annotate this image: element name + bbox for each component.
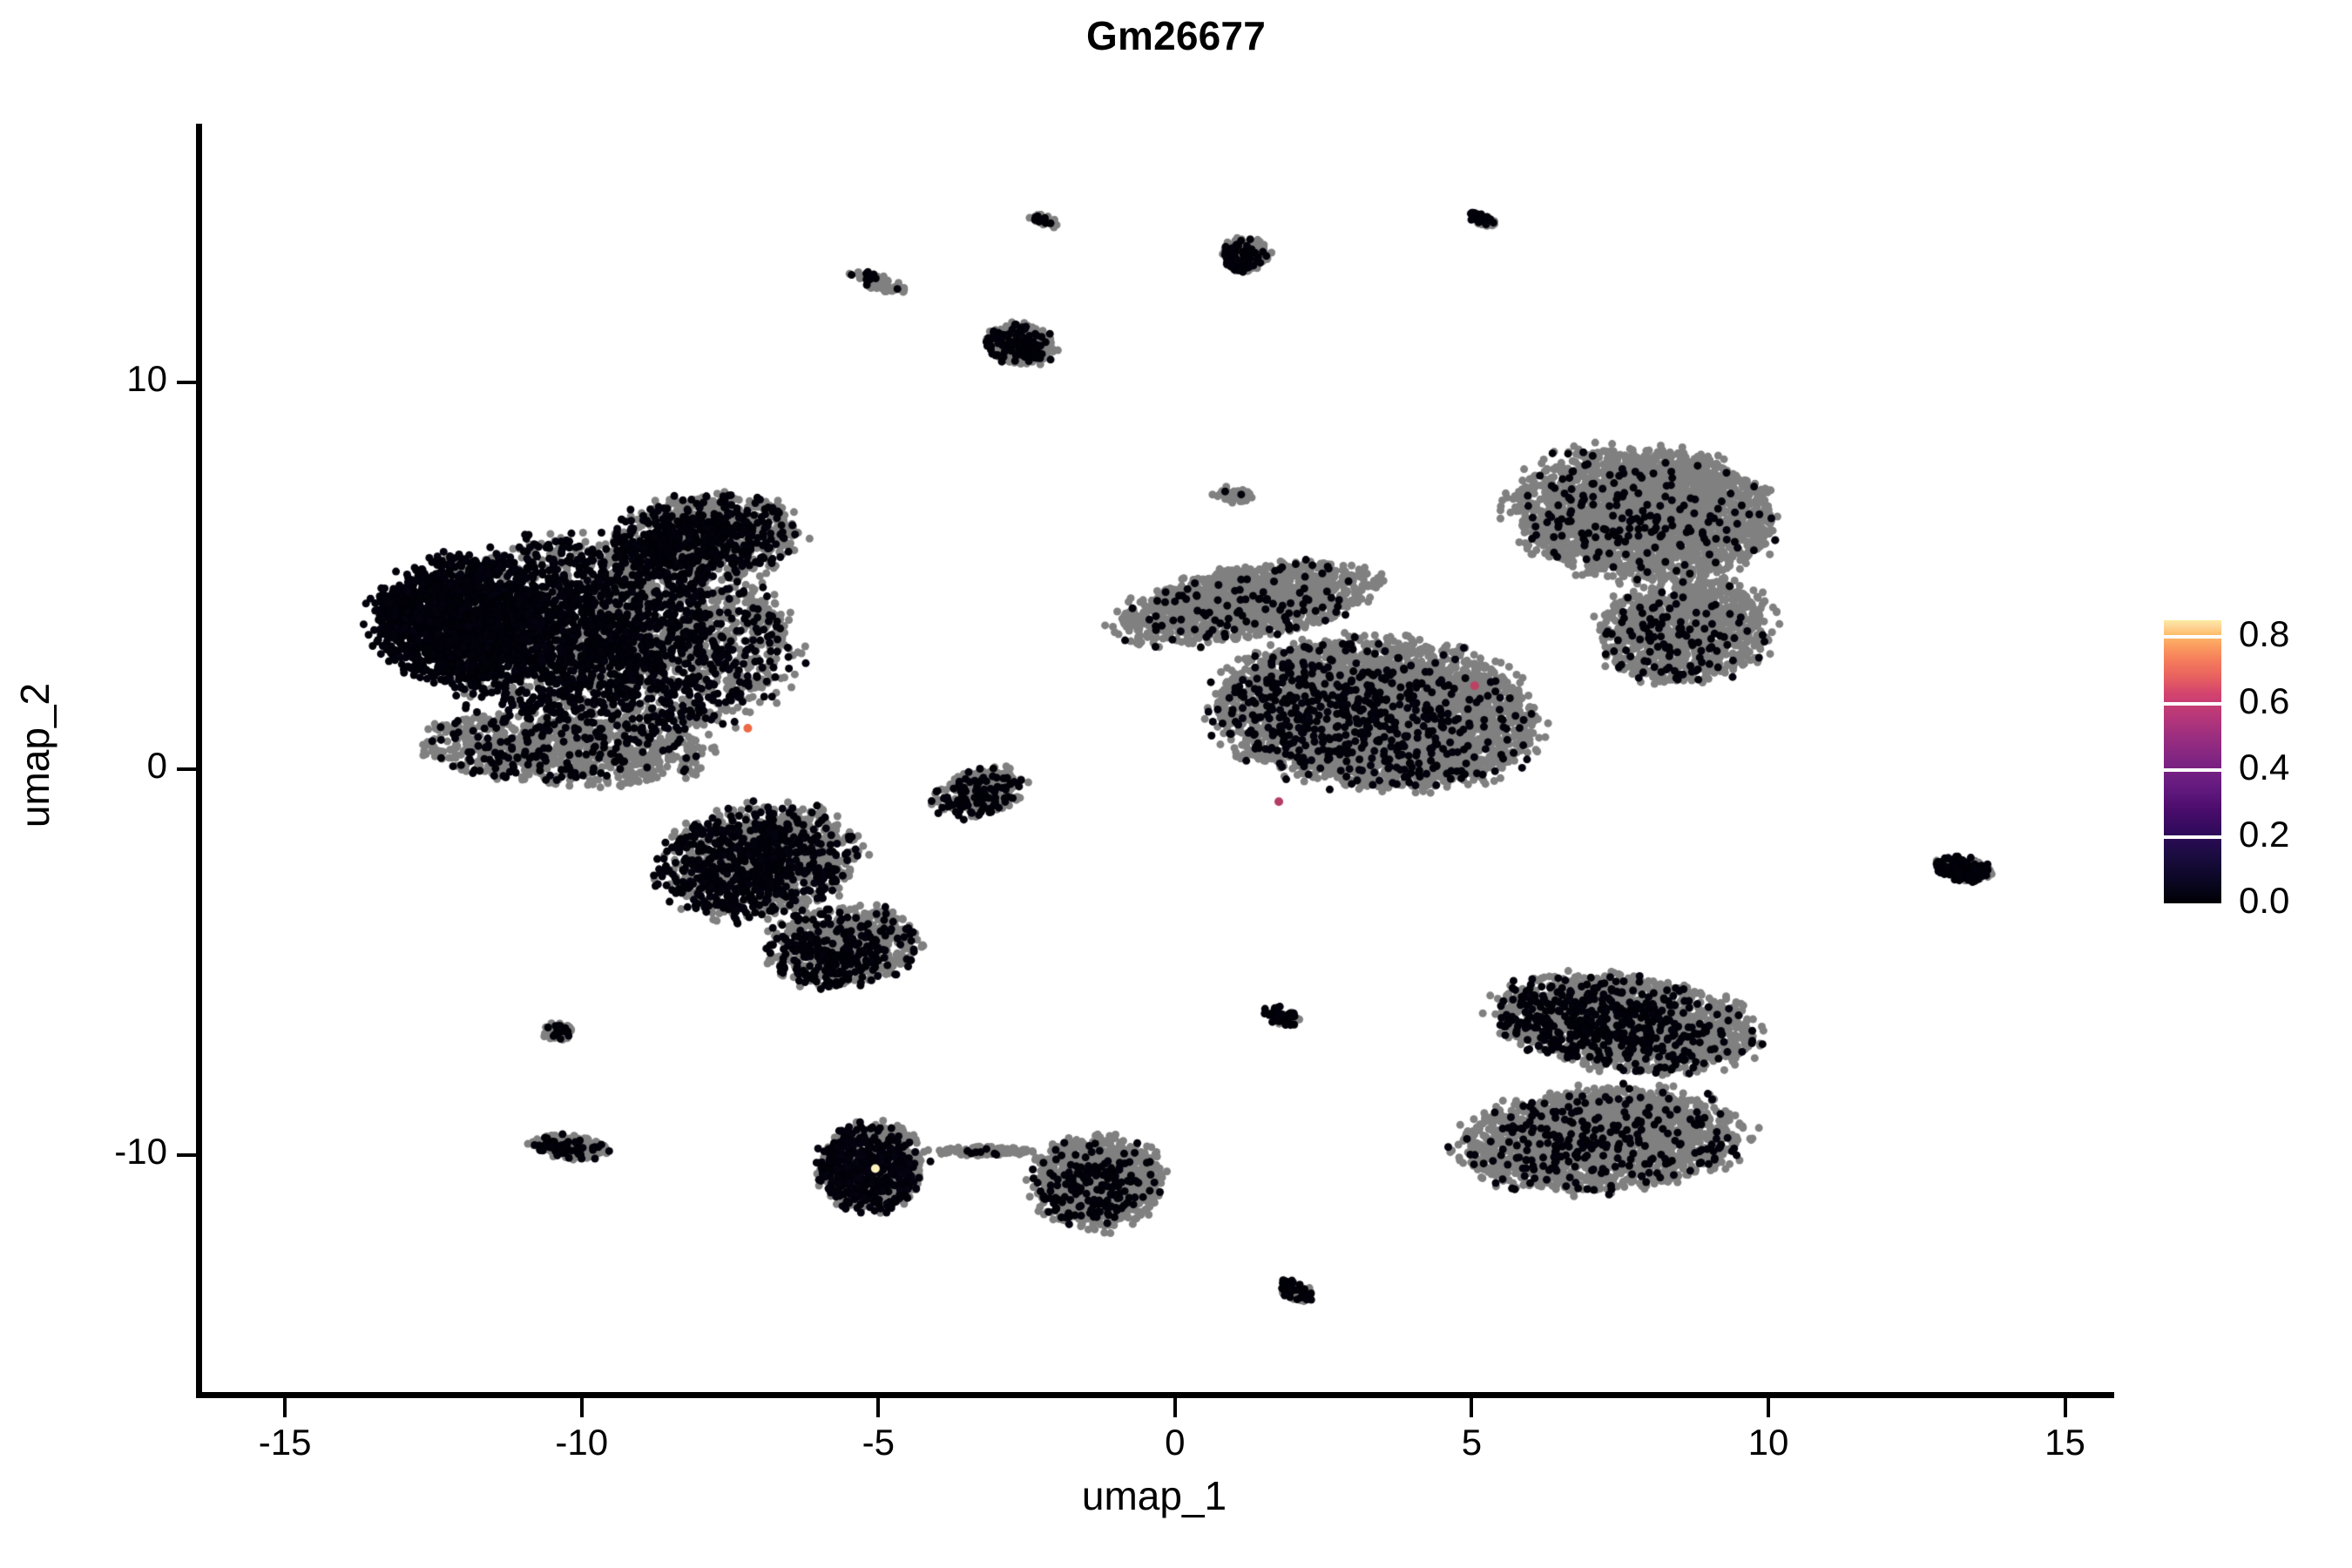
x-tick-label: 5 <box>1461 1422 1483 1463</box>
y-tick-mark <box>177 1153 196 1158</box>
page-title: Gm26677 <box>1086 13 1266 58</box>
colorbar-tick-mark <box>2164 701 2221 706</box>
x-tick-label: -5 <box>862 1422 895 1463</box>
y-axis-title: umap_2 <box>12 682 57 828</box>
colorbar-tick-label: 0.2 <box>2239 813 2290 855</box>
x-axis-line <box>196 1392 2114 1398</box>
x-tick-label: -15 <box>258 1422 312 1463</box>
x-tick-mark <box>283 1398 287 1417</box>
x-tick-label: -10 <box>555 1422 609 1463</box>
x-tick-mark <box>1470 1398 1474 1417</box>
x-tick-mark <box>579 1398 584 1417</box>
scatter-canvas <box>196 124 2112 1395</box>
colorbar-tick-label: 0.4 <box>2239 747 2290 788</box>
y-tick-label: 0 <box>146 744 167 786</box>
colorbar-tick-label: 0.6 <box>2239 679 2290 721</box>
y-tick-label: -10 <box>114 1131 167 1173</box>
colorbar-gradient <box>2164 620 2221 903</box>
x-tick-mark <box>876 1398 881 1417</box>
colorbar-tick-label: 0.8 <box>2239 613 2290 655</box>
plot-panel <box>196 124 2112 1395</box>
colorbar-tick-mark <box>2164 635 2221 639</box>
y-axis-line <box>196 124 202 1398</box>
colorbar-legend: 0.0 0.2 0.4 0.6 0.8 <box>2164 613 2338 921</box>
y-tick-label: 10 <box>126 358 167 400</box>
y-tick-mark <box>177 767 196 771</box>
x-tick-label: 10 <box>1747 1422 1789 1463</box>
colorbar-tick-mark <box>2164 835 2221 839</box>
x-tick-label: 0 <box>1165 1422 1186 1463</box>
y-tick-mark <box>177 381 196 385</box>
colorbar-tick-label: 0.0 <box>2239 880 2290 921</box>
colorbar-tick-mark <box>2164 768 2221 773</box>
x-tick-mark <box>1173 1398 1177 1417</box>
x-axis-title: umap_1 <box>1081 1473 1227 1518</box>
x-tick-mark <box>1766 1398 1770 1417</box>
x-tick-mark <box>2063 1398 2067 1417</box>
x-tick-label: 15 <box>2044 1422 2085 1463</box>
